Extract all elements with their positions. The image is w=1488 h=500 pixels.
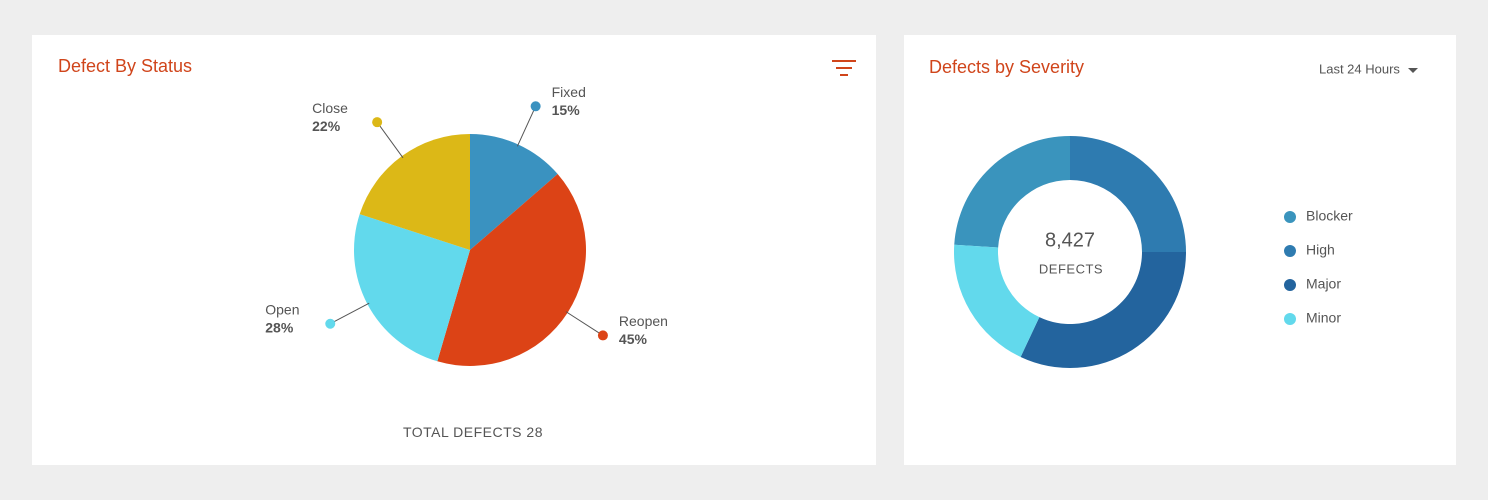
slice-label: Close: [312, 100, 348, 116]
slice-value: 28%: [265, 319, 294, 335]
pie-slice: [354, 214, 470, 362]
period-dropdown[interactable]: Last 24 Hours: [1319, 61, 1418, 76]
legend-swatch: [1284, 245, 1296, 257]
leader-line: [376, 121, 404, 159]
donut-slice: [954, 136, 1070, 248]
donut-slice: [1020, 252, 1186, 369]
legend-label: High: [1306, 242, 1335, 258]
slice-value: 22%: [312, 118, 341, 134]
leader-dot: [372, 117, 383, 128]
slice-label: Reopen: [619, 313, 668, 329]
legend-label: Major: [1306, 276, 1341, 292]
slice-label: Open: [265, 301, 299, 317]
legend-label: Minor: [1306, 310, 1341, 326]
filter-icon[interactable]: [832, 60, 856, 76]
donut-slice: [1070, 136, 1186, 252]
chart-title: Defect By Status: [58, 56, 192, 76]
center-value: 8,427: [1045, 229, 1095, 251]
leader-dot: [597, 330, 608, 341]
period-label: Last 24 Hours: [1319, 61, 1400, 76]
legend-swatch: [1284, 211, 1296, 223]
pie-slice: [359, 134, 470, 250]
slice-value: 45%: [619, 331, 648, 347]
leader-line: [565, 311, 604, 336]
center-label: DEFECTS: [1039, 261, 1103, 276]
leader-line: [330, 302, 370, 325]
leader-line: [516, 106, 537, 147]
footer-label: TOTAL DEFECTS: [403, 424, 522, 440]
pie-slice: [470, 134, 558, 250]
donut-slice: [954, 244, 1040, 357]
pie-slice: [437, 174, 586, 366]
slice-value: 15%: [552, 102, 581, 118]
legend-swatch: [1284, 313, 1296, 325]
legend-label: Blocker: [1306, 208, 1353, 224]
leader-dot: [530, 101, 541, 112]
footer: TOTAL DEFECTS 28: [403, 424, 543, 440]
slice-label: Fixed: [552, 84, 586, 100]
leader-dot: [325, 318, 336, 329]
legend-swatch: [1284, 279, 1296, 291]
chart-title: Defects by Severity: [929, 57, 1084, 77]
footer-total: 28: [526, 424, 543, 440]
